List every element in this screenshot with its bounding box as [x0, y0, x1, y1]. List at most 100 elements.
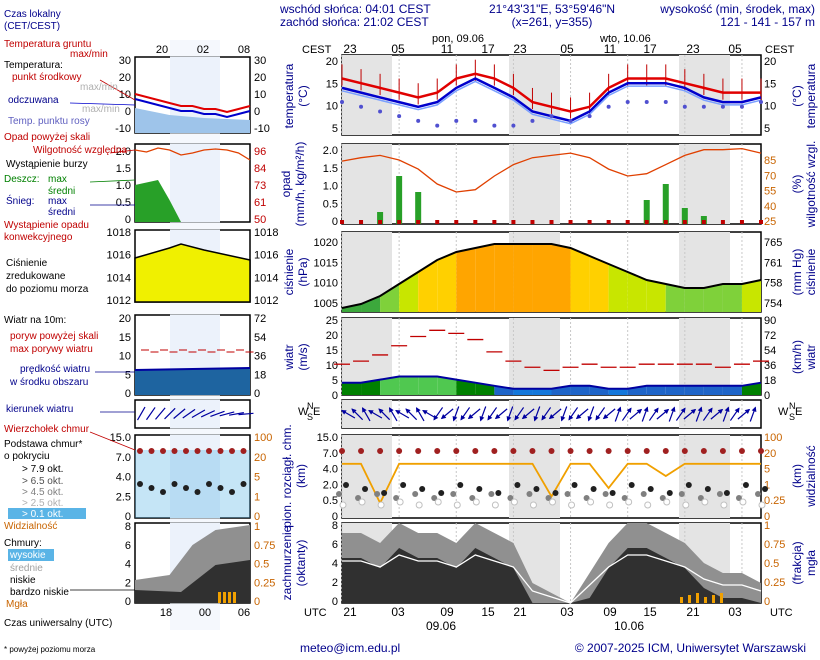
conv-marker-11	[549, 220, 554, 224]
mini-base-9	[240, 481, 247, 487]
wind-area-0	[342, 382, 362, 395]
mini-fog-right-0: 1	[254, 521, 260, 533]
legend-leader-0	[99, 79, 136, 101]
pressure-area-20	[722, 284, 742, 312]
slp-left-tick-3: 1005	[314, 298, 338, 310]
cb-top-22	[758, 448, 764, 454]
cloud-base-okt5-5	[434, 498, 442, 506]
wind-area-12	[570, 385, 590, 395]
wind-right-tick-2: 54	[764, 345, 776, 357]
wind-arrow-head-2	[362, 407, 367, 413]
wind-arrow-0	[341, 409, 356, 419]
pressure-area-13	[589, 256, 609, 312]
series-humidity	[341, 147, 762, 193]
mini-hour-bot-2: 06	[238, 607, 250, 619]
mini-hour-top-2: 08	[238, 44, 250, 56]
dew-point-20	[720, 104, 725, 109]
wind-arrow-head-41	[717, 408, 724, 414]
cb-top-0	[339, 448, 345, 454]
mini-base-1	[148, 485, 155, 491]
legend-base1: Podstawa chmur*	[4, 439, 82, 450]
mini-wind-arrow-shaft-7	[200, 410, 216, 418]
wind-arrow-head-25	[568, 415, 574, 421]
wind-left-tick-1: 20	[326, 330, 338, 342]
slp-left-tick-2: 1010	[314, 278, 338, 290]
wind-area-10	[532, 388, 552, 395]
wind-right-tick-3: 36	[764, 360, 776, 372]
wind-arrow-head-33	[643, 406, 649, 413]
dew-point-14	[606, 104, 611, 109]
wind-arrow-head-3	[368, 410, 374, 415]
cloud-base-okt1-2	[381, 490, 388, 496]
cloud-left-tick-3: 2.0	[323, 479, 338, 491]
fog-bar-4	[712, 595, 715, 603]
title-cloud-unit: (km)	[294, 464, 308, 488]
wind-arrow-head-38	[690, 408, 697, 414]
title-wind-unit-r: (km/h)	[790, 340, 804, 374]
legend-visibility: Widzialność	[4, 521, 57, 532]
series-visibility	[342, 462, 761, 506]
wind-arrow-head-29	[602, 414, 609, 420]
conv-marker-6	[454, 220, 459, 224]
mini-wind-arrow-shaft-0	[136, 406, 146, 421]
wind-arrow-18	[506, 406, 514, 422]
conv-marker-16	[644, 220, 649, 224]
legend-wind-dir: kierunek wiatru	[6, 404, 73, 415]
cloud-base-okt3-13	[583, 495, 590, 501]
cb-top-11	[548, 448, 555, 454]
title-cov-unit: (oktanty)	[294, 540, 308, 587]
mini-wind-line	[134, 367, 251, 371]
conv-marker-15	[625, 220, 630, 224]
cloud-base-okt1-22	[762, 486, 768, 492]
cloud-base-okt1-19	[704, 486, 711, 492]
utc-left: UTC	[304, 607, 327, 619]
conv-marker-22	[759, 220, 763, 224]
wind-arrow-head-13	[460, 415, 466, 421]
mini-pr-left-2: 1.0	[116, 180, 131, 192]
mini-pr-left-4: 0	[125, 214, 131, 226]
mini-hum-right-1: 84	[254, 163, 266, 175]
wind-arrow-37	[675, 407, 686, 421]
mini-base-4	[183, 485, 189, 491]
mini-wind-arrow-shaft-1	[145, 407, 156, 421]
mini-wind-arrow-shaft-5	[182, 408, 196, 419]
dew-point-9	[511, 123, 516, 128]
wind-arrow-head-4	[378, 408, 384, 414]
hour-cest-7: 17	[643, 42, 657, 56]
vis-right-tick-2: 5	[764, 464, 770, 476]
wind-arrow-head-6	[395, 410, 401, 415]
legend-base2: o pokryciu	[4, 451, 50, 462]
wind-left-tick-3: 10	[326, 360, 338, 372]
cloud-base-okt5-0	[339, 501, 347, 509]
conv-marker-10	[530, 220, 535, 224]
series-mid-point	[341, 72, 761, 113]
cloud-base-okt3-7	[469, 495, 476, 501]
wind-arrow-head-22	[541, 415, 547, 421]
mini-slp-left-0: 1018	[107, 227, 131, 239]
mini-wind-arrow-shaft-9	[219, 411, 235, 417]
footer-email[interactable]: meteo@icm.edu.pl	[300, 641, 400, 655]
cov-left-tick-1: 6	[332, 539, 338, 551]
precip-bar-17	[662, 184, 669, 224]
mini-vis-right-0: 100	[254, 432, 272, 444]
wind-arrow-25	[568, 407, 579, 421]
wind-arrow-head-39	[697, 406, 703, 413]
grid-text: (x=261, y=355)	[512, 15, 593, 29]
cloud-base-okt5-20	[720, 501, 728, 509]
wind-arrow-2	[361, 407, 371, 422]
cb-top-14	[605, 448, 612, 454]
dew-point-3	[397, 114, 402, 119]
cloud-base-okt5-6	[453, 501, 461, 509]
title-temp-unit: (°C)	[296, 85, 310, 106]
cb-top-8	[491, 448, 498, 454]
wind-arrow-head-18	[506, 415, 512, 422]
fog-bar-5	[720, 593, 723, 603]
pressure-area-18	[684, 288, 704, 312]
vis-right-tick-1: 20	[764, 448, 776, 460]
legend-slp3: do poziomu morza	[6, 284, 89, 295]
wind-arrow-head-11	[440, 414, 447, 420]
wind-area-4	[418, 376, 438, 395]
wind-arrow-36	[668, 406, 676, 422]
mini-fog-right-2: 0.5	[254, 559, 269, 571]
legend-ground-temp: Temperatura gruntu	[4, 39, 91, 50]
